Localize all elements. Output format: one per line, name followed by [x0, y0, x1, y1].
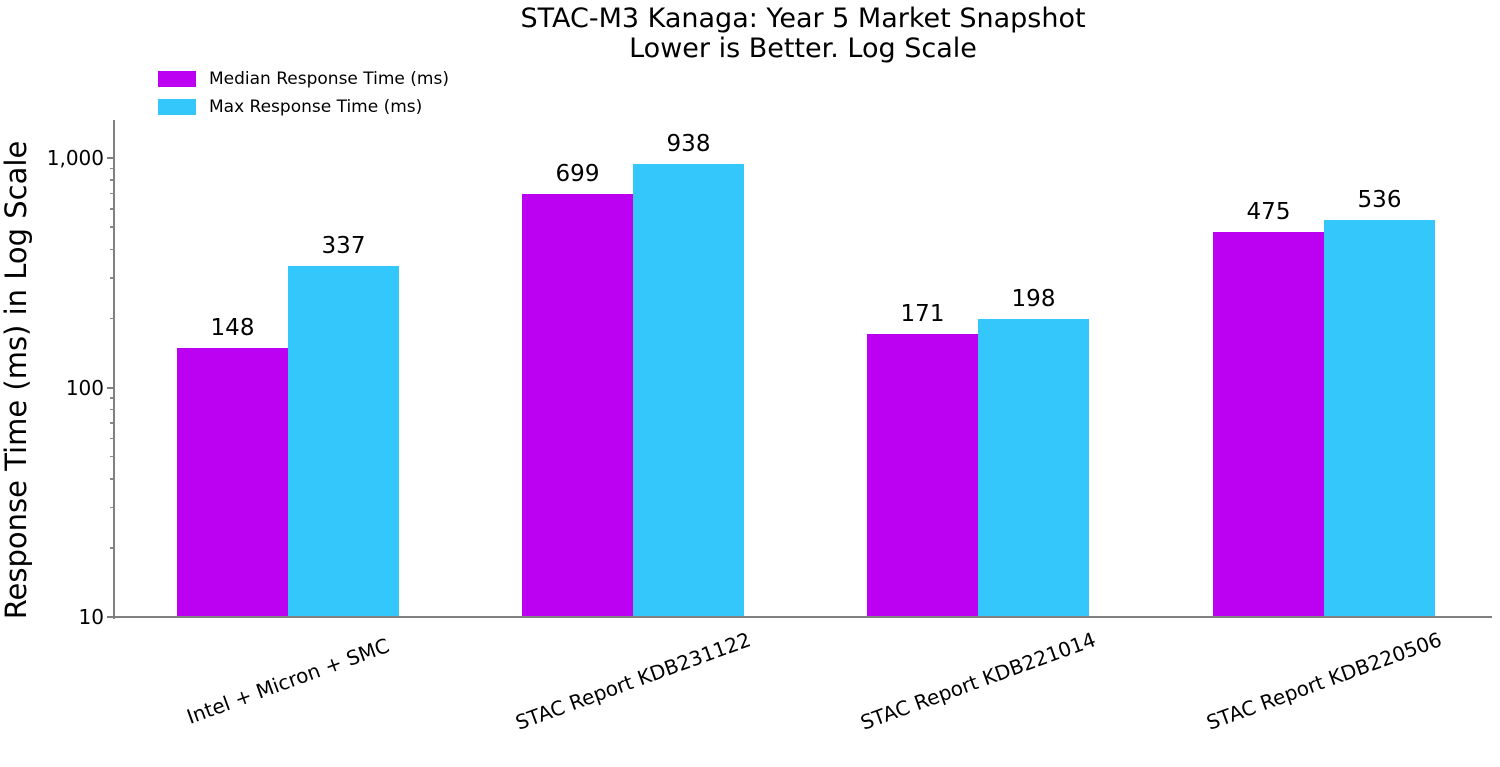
bar-median-3 [1213, 232, 1324, 617]
y-minor-tick [110, 478, 114, 480]
chart-title-line1: STAC-M3 Kanaga: Year 5 Market Snapshot [520, 3, 1086, 34]
y-minor-tick [110, 422, 114, 424]
bar-median-1 [522, 193, 633, 617]
y-minor-tick [110, 248, 114, 251]
chart-title-line2: Lower is Better. Log Scale [629, 33, 977, 64]
bar-value-label: 148 [210, 315, 255, 342]
x-tick-label: STAC Report KDB231122 [512, 627, 754, 735]
bar-max-0 [288, 266, 399, 617]
bar-median-0 [177, 348, 288, 617]
bar-value-label: 337 [321, 233, 366, 260]
bar-max-1 [633, 164, 744, 617]
bar-median-2 [867, 334, 978, 617]
max-series-swatch [158, 99, 196, 115]
y-tick-label: 10 [78, 605, 104, 629]
y-major-tick [107, 386, 114, 389]
x-tick-label: STAC Report KDB220506 [1203, 627, 1445, 735]
legend-item-median: Median Response Time (ms) [158, 68, 449, 90]
legend-item-max: Max Response Time (ms) [158, 96, 449, 118]
y-minor-tick [110, 437, 114, 440]
x-axis-line [113, 616, 1492, 618]
y-tick-label: 1,000 [46, 146, 104, 170]
y-minor-tick [110, 317, 114, 320]
y-major-tick [107, 616, 114, 618]
y-major-tick [107, 157, 114, 159]
chart-title: STAC-M3 Kanaga: Year 5 Market Snapshot L… [520, 4, 1085, 64]
median-series-swatch [158, 71, 196, 87]
y-minor-tick [110, 179, 114, 181]
x-tick-label: STAC Report KDB221014 [857, 627, 1099, 735]
bar-max-2 [978, 319, 1089, 617]
legend-label-median: Median Response Time (ms) [209, 69, 449, 89]
y-tick-label: 100 [65, 375, 104, 400]
legend: Median Response Time (ms) Max Response T… [158, 68, 449, 124]
y-minor-tick [110, 506, 114, 509]
y-minor-tick [110, 547, 114, 549]
bar-max-3 [1324, 220, 1435, 617]
y-axis-line [113, 120, 115, 619]
bar-value-label: 475 [1246, 199, 1291, 226]
y-minor-tick [110, 167, 114, 170]
bar-value-label: 171 [900, 301, 945, 328]
bar-value-label: 938 [666, 131, 711, 158]
y-minor-tick [110, 277, 114, 279]
bar-value-label: 198 [1011, 286, 1056, 313]
y-minor-tick [110, 226, 114, 228]
bar-value-label: 536 [1357, 187, 1402, 214]
y-minor-tick [110, 208, 114, 210]
y-minor-tick [110, 408, 114, 411]
x-tick-label: Intel + Micron + SMC [183, 633, 393, 729]
y-minor-tick [110, 455, 114, 458]
y-minor-tick [110, 397, 114, 399]
legend-label-max: Max Response Time (ms) [209, 97, 423, 117]
bar-value-label: 699 [555, 160, 600, 187]
y-minor-tick [110, 192, 114, 195]
